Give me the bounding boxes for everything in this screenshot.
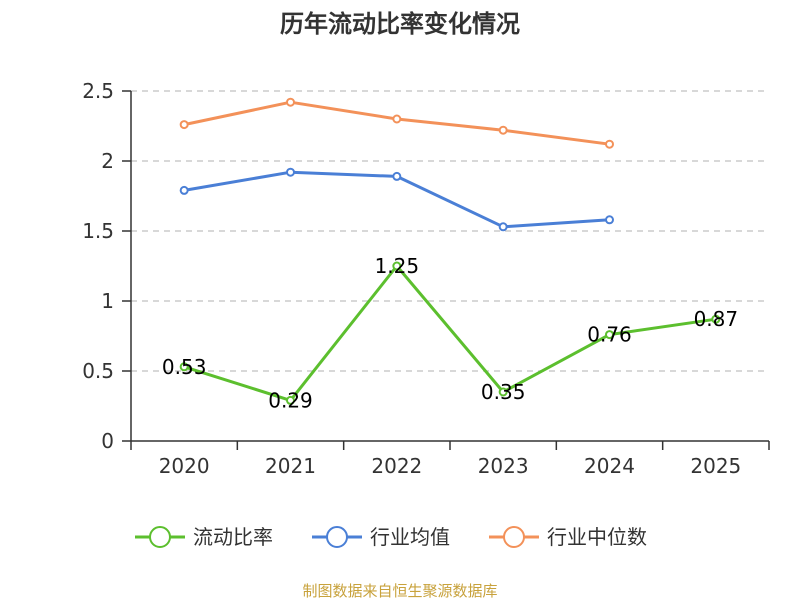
data-point	[711, 314, 721, 324]
legend-label: 行业中位数	[547, 525, 647, 549]
y-tick-label: 2	[101, 149, 114, 173]
axes: 0 0.5 1 1.5 2 2.5 2020 2021 2022 2023 2024 2025	[82, 79, 770, 478]
data-label: 0.29	[268, 388, 313, 412]
x-tick-label: 2020	[159, 454, 210, 478]
legend: 流动比率 行业均值 行业中位数	[135, 525, 647, 549]
data-label: 0.53	[162, 355, 207, 379]
data-label: 0.87	[694, 307, 739, 331]
legend-marker	[503, 526, 525, 548]
data-point	[392, 171, 402, 181]
gridlines	[131, 90, 769, 372]
data-label: 1.25	[375, 254, 420, 278]
legend-label: 行业均值	[370, 525, 450, 549]
series-line-0	[183, 264, 717, 402]
data-point	[286, 97, 295, 107]
data-point	[392, 114, 402, 124]
legend-item: 行业均值	[312, 525, 450, 549]
legend-item: 行业中位数	[489, 525, 647, 549]
data-point	[498, 222, 508, 232]
chart-title: 历年流动比率变化情况	[280, 10, 520, 38]
legend-label: 流动比率	[193, 525, 273, 549]
data-point	[179, 120, 189, 130]
legend-marker	[149, 526, 171, 548]
data-point	[179, 185, 189, 195]
data-point	[605, 215, 614, 225]
data-point	[605, 330, 614, 340]
data-labels: 0.53 0.29 1.25 0.35 0.76 0.87	[162, 254, 738, 412]
data-label: 0.76	[587, 323, 632, 347]
y-tick-label: 2.5	[82, 79, 114, 103]
series-layer	[179, 97, 721, 405]
data-point	[498, 387, 508, 397]
data-point	[498, 125, 508, 135]
data-point	[605, 139, 614, 149]
x-tick-label: 2025	[690, 454, 741, 478]
data-label: 0.35	[481, 380, 526, 404]
y-tick-label: 0	[101, 429, 114, 453]
x-tick-label: 2021	[265, 454, 316, 478]
x-tick-label: 2022	[371, 454, 422, 478]
data-point	[286, 167, 295, 177]
y-tick-label: 1	[101, 289, 114, 313]
source-note: 制图数据来自恒生聚源数据库	[302, 582, 497, 600]
data-point	[286, 395, 295, 405]
y-tick-label: 1.5	[82, 219, 114, 243]
legend-marker	[326, 526, 348, 548]
legend-item: 流动比率	[135, 525, 273, 549]
x-tick-label: 2024	[584, 454, 635, 478]
y-tick-label: 0.5	[82, 359, 114, 383]
data-point	[179, 362, 189, 372]
x-tick-label: 2023	[478, 454, 529, 478]
data-point	[392, 261, 402, 271]
